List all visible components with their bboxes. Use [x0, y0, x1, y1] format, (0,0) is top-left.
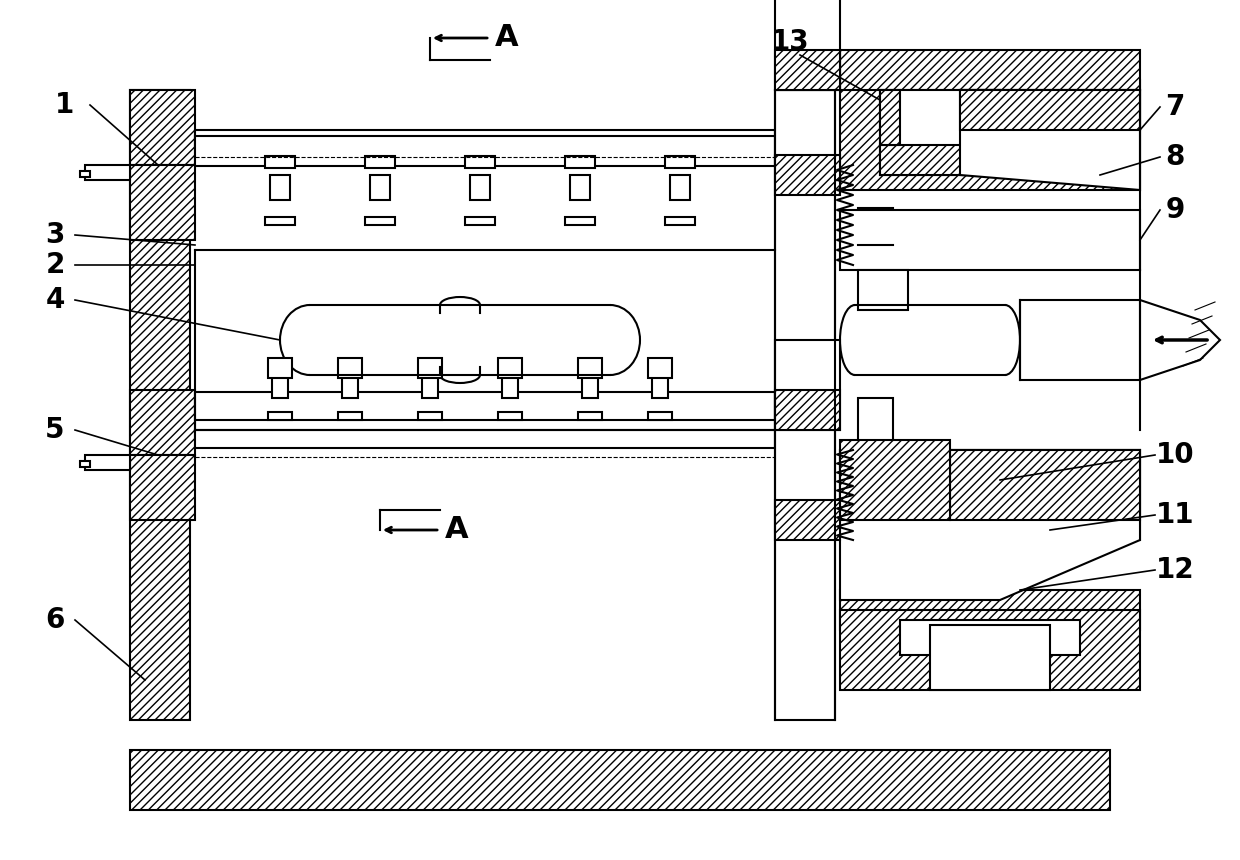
Bar — [839, 450, 1140, 540]
Bar — [775, 50, 839, 90]
Bar — [960, 90, 1140, 130]
Bar — [858, 270, 908, 310]
Bar — [775, 500, 839, 540]
Text: A: A — [495, 23, 518, 52]
Bar — [839, 80, 1140, 190]
Bar — [858, 208, 893, 263]
Bar — [502, 376, 518, 398]
Bar — [775, 155, 839, 195]
Bar — [86, 165, 130, 180]
Bar — [265, 156, 295, 168]
Bar — [649, 358, 672, 378]
Bar — [370, 175, 391, 200]
Bar — [130, 455, 195, 520]
Bar — [465, 156, 495, 168]
Bar — [130, 165, 195, 240]
Bar — [339, 412, 362, 420]
Bar — [649, 412, 672, 420]
Bar — [665, 217, 694, 225]
Bar — [670, 175, 689, 200]
Bar — [195, 430, 775, 448]
Bar — [130, 390, 195, 455]
Bar — [86, 455, 130, 470]
Bar — [839, 50, 1140, 90]
Text: 7: 7 — [1166, 93, 1184, 121]
Bar — [980, 90, 999, 145]
Bar — [565, 156, 595, 168]
Bar — [665, 156, 694, 168]
Polygon shape — [839, 450, 1140, 600]
Bar — [339, 358, 362, 378]
Bar — [950, 450, 1140, 520]
Polygon shape — [960, 90, 1140, 190]
Text: 4: 4 — [46, 286, 64, 314]
Bar — [498, 412, 522, 420]
Bar — [839, 590, 1140, 630]
Text: 12: 12 — [1156, 556, 1194, 584]
Bar — [270, 175, 290, 200]
Bar — [265, 217, 295, 225]
Bar — [465, 217, 495, 225]
Text: 5: 5 — [45, 416, 64, 444]
Bar — [858, 398, 893, 448]
Bar — [130, 90, 195, 165]
Bar — [652, 376, 668, 398]
Bar — [195, 136, 775, 166]
Bar — [130, 750, 1110, 810]
Bar — [775, 0, 839, 90]
Text: 6: 6 — [46, 606, 64, 634]
Bar — [365, 217, 396, 225]
Bar — [418, 412, 441, 420]
Bar — [900, 620, 1080, 655]
Text: 11: 11 — [1156, 501, 1194, 529]
Bar — [470, 175, 490, 200]
Bar — [839, 610, 1140, 690]
Bar — [130, 90, 190, 720]
Bar — [880, 90, 999, 175]
Text: 13: 13 — [771, 28, 810, 56]
Bar — [195, 392, 775, 420]
Text: 8: 8 — [1166, 143, 1184, 171]
Bar — [365, 156, 396, 168]
Bar — [775, 90, 835, 720]
Bar — [272, 376, 288, 398]
Bar — [81, 171, 91, 177]
Bar — [268, 412, 291, 420]
Bar — [570, 175, 590, 200]
Text: 9: 9 — [1166, 196, 1184, 224]
Bar — [342, 376, 358, 398]
Text: A: A — [445, 515, 469, 544]
Bar — [582, 376, 598, 398]
Bar — [498, 358, 522, 378]
Bar — [195, 130, 775, 148]
Bar — [578, 358, 601, 378]
Text: 10: 10 — [1156, 441, 1194, 469]
Bar — [422, 376, 438, 398]
Bar — [418, 358, 441, 378]
Bar — [775, 390, 839, 430]
Bar — [578, 412, 601, 420]
Text: 3: 3 — [46, 221, 64, 249]
Bar — [775, 340, 839, 430]
Bar — [880, 90, 900, 145]
Bar — [839, 210, 1140, 270]
Bar — [839, 440, 950, 520]
Bar — [880, 145, 999, 175]
Bar — [565, 217, 595, 225]
Polygon shape — [1021, 300, 1220, 380]
Text: 1: 1 — [56, 91, 74, 119]
Bar — [930, 625, 1050, 690]
Bar — [81, 461, 91, 467]
Bar — [268, 358, 291, 378]
Text: 2: 2 — [46, 251, 64, 279]
